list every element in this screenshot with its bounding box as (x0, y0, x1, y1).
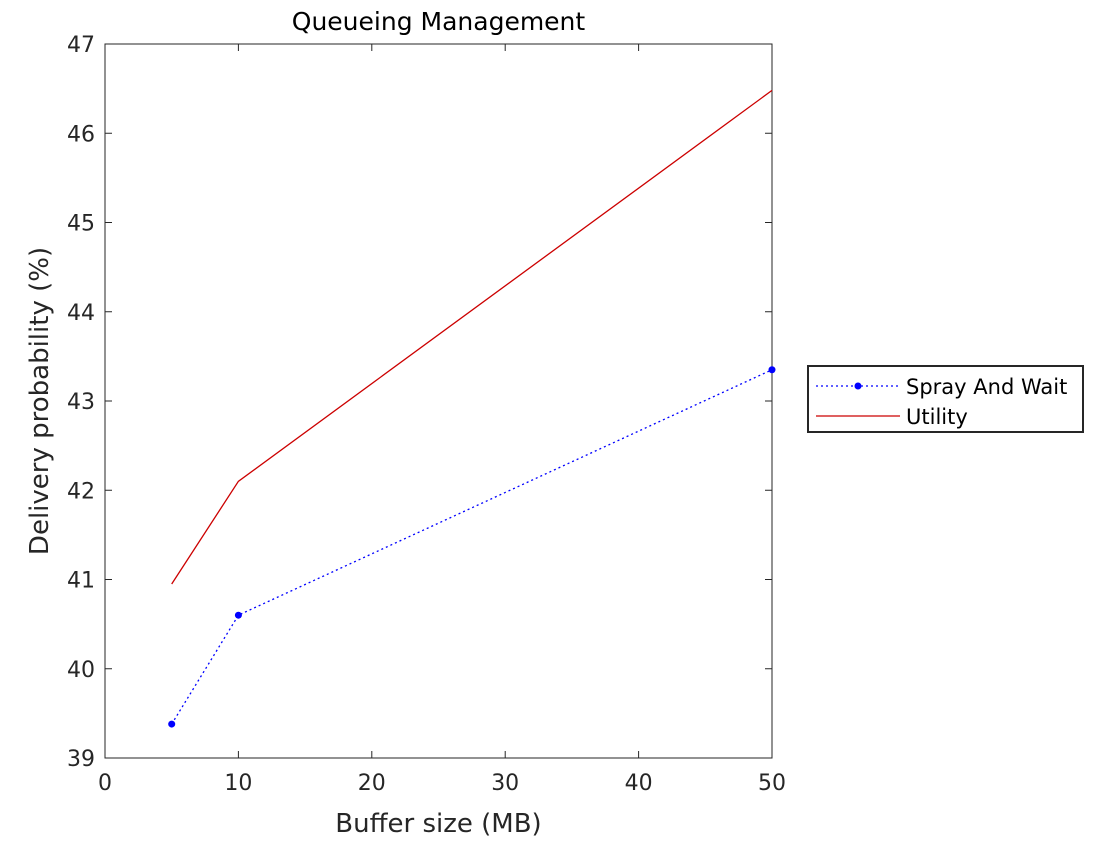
y-tick-label: 39 (67, 747, 95, 772)
legend: Spray And Wait Utility (807, 365, 1084, 433)
x-tick-label: 0 (98, 771, 112, 796)
series-line-utility (171, 89, 773, 585)
y-tick-label: 41 (67, 569, 95, 594)
y-axis-title: Delivery probability (%) (25, 247, 55, 555)
data-point-spray-and-wait (234, 611, 242, 619)
plot-frame (104, 43, 773, 759)
chart-title: Queueing Management (292, 7, 586, 36)
data-point-spray-and-wait (168, 720, 176, 728)
x-tick-label: 10 (224, 771, 252, 796)
y-tick-label: 44 (67, 301, 95, 326)
data-point-spray-and-wait (768, 366, 776, 374)
series-layer (168, 89, 776, 728)
legend-label-utility: Utility (906, 405, 968, 429)
plot-area (104, 43, 773, 759)
y-tick-label: 45 (67, 212, 95, 237)
y-tick-label: 47 (67, 33, 95, 58)
legend-box (807, 365, 1084, 433)
legend-marker-spray-and-wait (854, 382, 862, 390)
y-tick-label: 46 (67, 122, 95, 147)
x-tick-label: 50 (758, 771, 786, 796)
x-axis-title: Buffer size (MB) (335, 809, 541, 839)
legend-label-spray-and-wait: Spray And Wait (906, 375, 1067, 399)
x-tick-label: 30 (491, 771, 519, 796)
y-tick-label: 42 (67, 479, 95, 504)
y-tick-label: 43 (67, 390, 95, 415)
y-axis: 39 40 41 42 43 44 45 46 47 (67, 33, 772, 772)
x-axis: 0 10 20 30 40 50 (98, 44, 786, 796)
x-tick-label: 40 (625, 771, 653, 796)
x-tick-label: 20 (358, 771, 386, 796)
y-tick-label: 40 (67, 658, 95, 683)
